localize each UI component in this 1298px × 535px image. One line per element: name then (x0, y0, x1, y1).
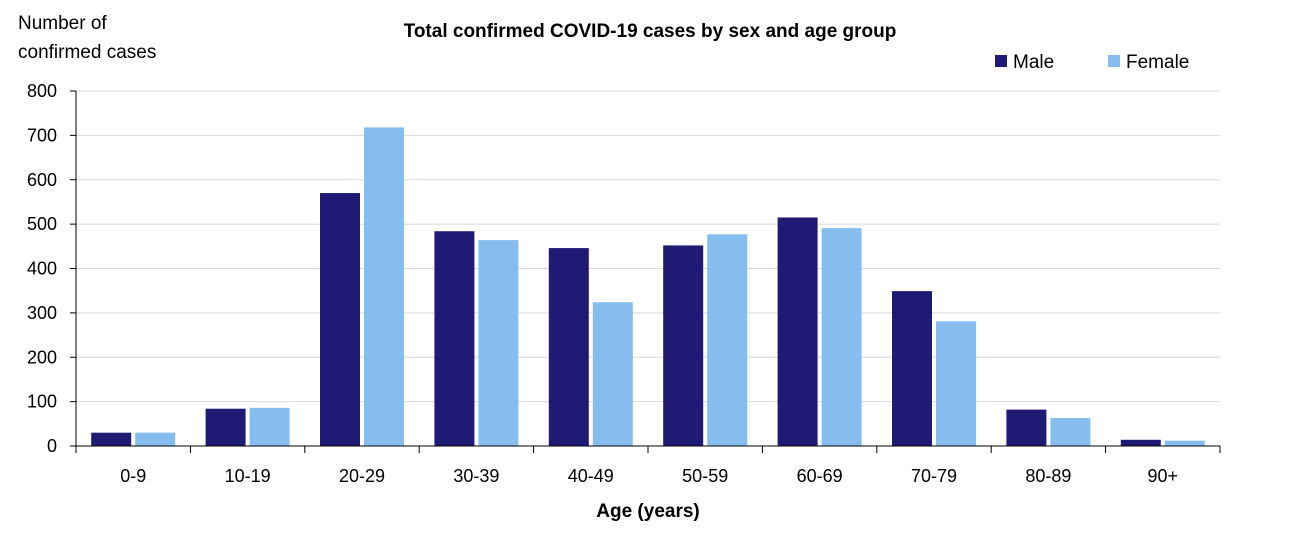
y-tick-label: 600 (27, 170, 57, 190)
bar-male-90plus (1120, 439, 1161, 446)
legend-swatch-female (1108, 55, 1120, 67)
bar-female-0-9 (135, 432, 176, 446)
bar-female-40-49 (592, 302, 633, 446)
legend-label-female: Female (1126, 52, 1189, 73)
y-tick-label: 100 (27, 392, 57, 412)
bar-male-20-29 (320, 193, 360, 446)
bar-male-10-19 (205, 408, 246, 446)
bar-female-10-19 (249, 407, 290, 446)
bar-female-90plus (1164, 440, 1205, 446)
y-tick-label: 800 (27, 81, 57, 101)
x-axis-title: Age (years) (596, 501, 700, 522)
x-tick-label: 80-89 (1025, 466, 1071, 486)
legend: Male Female (995, 52, 1189, 73)
y-tick-label: 500 (27, 214, 57, 234)
bar-male-50-59 (663, 245, 704, 446)
gridlines (76, 90, 1220, 403)
bar-male-80-89 (1006, 409, 1047, 446)
bar-female-20-29 (364, 127, 404, 446)
y-tick-label: 200 (27, 347, 57, 367)
bar-female-60-69 (821, 228, 862, 446)
x-tick-label: 90+ (1148, 466, 1179, 486)
bars (91, 127, 1205, 446)
x-tick-label: 30-39 (453, 466, 499, 486)
bar-male-70-79 (892, 291, 932, 446)
bar-male-30-39 (434, 231, 475, 446)
bar-male-0-9 (91, 432, 132, 446)
y-axis-title-line2: confirmed cases (18, 42, 156, 63)
bar-male-60-69 (777, 217, 818, 446)
x-tick-label: 50-59 (682, 466, 728, 486)
x-tick-label: 0-9 (120, 466, 146, 486)
y-tick-label: 300 (27, 303, 57, 323)
x-tick-label: 70-79 (911, 466, 957, 486)
y-axis-title-line1: Number of (18, 13, 107, 34)
x-tick-label: 40-49 (568, 466, 614, 486)
legend-label-male: Male (1013, 52, 1054, 73)
bar-female-70-79 (936, 321, 976, 446)
x-tick-label: 20-29 (339, 466, 385, 486)
bar-female-30-39 (478, 240, 519, 446)
x-tick-label: 60-69 (797, 466, 843, 486)
bar-female-80-89 (1050, 418, 1091, 446)
y-tick-label: 400 (27, 259, 57, 279)
x-tick-label: 10-19 (225, 466, 271, 486)
y-axis-ticks: 0 100 200 300 400 500 600 700 800 (27, 81, 76, 456)
chart-title: Total confirmed COVID-19 cases by sex an… (404, 21, 897, 42)
y-tick-label: 700 (27, 125, 57, 145)
bar-male-40-49 (548, 248, 589, 446)
bar-female-50-59 (707, 234, 748, 446)
y-tick-label: 0 (47, 436, 57, 456)
legend-swatch-male (995, 55, 1007, 67)
x-axis-ticks: 0-9 10-19 20-29 30-39 40-49 50-59 60-69 70-79 80… (75, 446, 1221, 486)
